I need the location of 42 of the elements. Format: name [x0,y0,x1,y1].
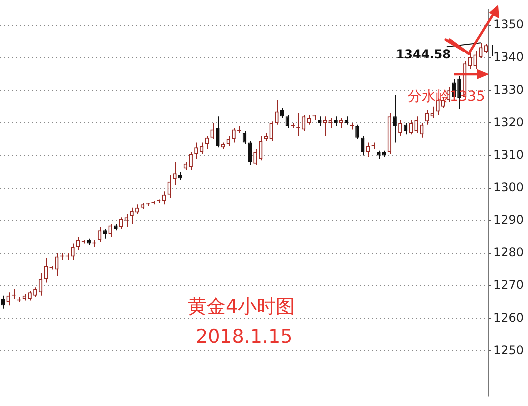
candlestick [393,95,397,144]
candlestick [71,243,75,260]
candlestick [232,128,236,144]
candlestick [28,290,32,302]
candlestick [398,119,402,137]
candlestick [414,116,418,134]
y-tick-label: 1250 [493,343,524,358]
candlestick [55,252,59,277]
text: 黄金4小时图 [188,295,296,320]
candlestick [34,287,38,298]
y-tick-label: 1320 [493,115,524,130]
candlestick [108,224,112,238]
y-tick-label: 1310 [493,148,524,162]
candlestick [474,51,478,70]
candlestick [275,100,279,126]
y-tick-label: 1260 [493,310,524,325]
candlestick [130,207,134,225]
y-tick-label: 1300 [493,180,524,194]
candlestick [103,228,108,240]
candlestick [189,152,193,171]
candlestick [479,42,483,59]
candlestick [226,136,231,146]
y-tick-label: 1350 [493,18,524,32]
candlestick [6,292,10,306]
annotation: 1344.58 [396,47,451,62]
candlestick [270,121,274,142]
candlestick [194,142,198,160]
candlestick [356,124,360,140]
y-tick-label: 1290 [493,213,524,228]
candlestick [216,116,220,148]
candlestick [420,122,424,138]
candlestick [124,214,129,228]
y-tick-label: 1280 [493,246,524,260]
candlestick [136,204,140,215]
y-tick-label: 1270 [493,278,524,292]
candlestick [254,148,258,166]
candlestick [168,174,172,199]
text: 2018.1.15 [196,326,293,348]
y-tick-label: 1340 [493,50,524,64]
y-tick-label: 1330 [493,82,524,97]
candlestick [173,162,177,186]
candlestick [210,122,214,140]
